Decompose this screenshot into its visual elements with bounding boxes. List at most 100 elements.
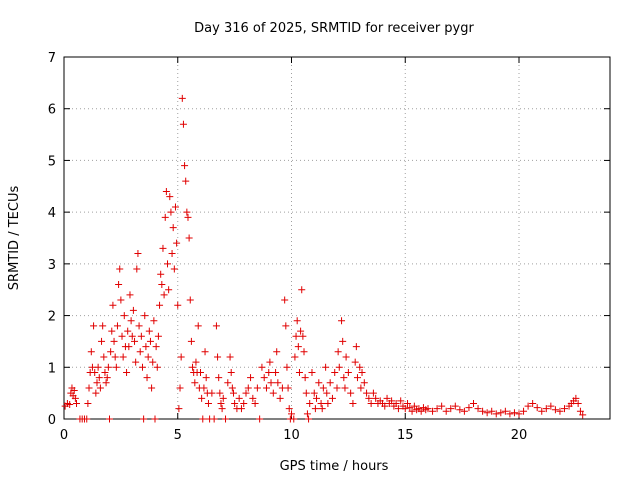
data-point bbox=[357, 384, 365, 392]
data-point bbox=[310, 389, 318, 397]
data-point bbox=[128, 332, 136, 340]
plot-frame bbox=[63, 56, 611, 420]
data-point bbox=[334, 348, 342, 356]
data-point bbox=[311, 405, 319, 413]
data-point bbox=[372, 394, 380, 402]
data-point bbox=[299, 332, 307, 340]
data-point bbox=[408, 407, 416, 415]
data-point bbox=[288, 410, 295, 418]
data-point bbox=[167, 208, 175, 216]
data-point bbox=[260, 374, 268, 382]
data-point bbox=[66, 401, 74, 409]
y-tick-label: 2 bbox=[48, 310, 56, 325]
data-point bbox=[317, 399, 325, 407]
data-point bbox=[417, 407, 425, 415]
data-point bbox=[182, 177, 190, 185]
data-point bbox=[176, 384, 184, 392]
data-point bbox=[383, 394, 391, 402]
data-point bbox=[318, 405, 326, 413]
data-point bbox=[151, 415, 159, 423]
data-point bbox=[294, 343, 302, 351]
data-point bbox=[342, 353, 350, 361]
data-point bbox=[397, 397, 405, 405]
data-point bbox=[474, 405, 482, 413]
data-point bbox=[344, 368, 352, 376]
data-point bbox=[129, 306, 137, 314]
data-point bbox=[298, 286, 306, 294]
data-point bbox=[228, 384, 236, 392]
data-point bbox=[212, 322, 220, 330]
data-point bbox=[169, 224, 177, 232]
data-point bbox=[501, 407, 509, 415]
data-point bbox=[322, 363, 330, 371]
data-point bbox=[262, 384, 270, 392]
data-point bbox=[101, 368, 109, 376]
data-point bbox=[290, 415, 298, 423]
y-tick-label: 0 bbox=[48, 413, 56, 428]
data-point bbox=[215, 374, 223, 382]
data-point bbox=[247, 374, 255, 382]
data-point bbox=[520, 407, 528, 415]
data-point bbox=[542, 405, 550, 413]
data-point bbox=[282, 322, 290, 330]
data-point bbox=[143, 374, 151, 382]
data-point bbox=[394, 405, 402, 413]
data-point bbox=[125, 343, 133, 351]
x-tick-label: 10 bbox=[283, 428, 300, 443]
data-point bbox=[442, 407, 450, 415]
data-point bbox=[492, 410, 500, 418]
y-tick-label: 4 bbox=[48, 206, 56, 221]
data-point bbox=[404, 399, 412, 407]
data-point bbox=[150, 317, 158, 325]
data-point bbox=[179, 120, 187, 128]
data-point bbox=[145, 327, 153, 335]
y-tick-label: 3 bbox=[48, 258, 56, 273]
data-point bbox=[326, 379, 334, 387]
data-point bbox=[91, 368, 99, 376]
data-point bbox=[153, 363, 161, 371]
data-point bbox=[229, 389, 237, 397]
data-point bbox=[349, 399, 357, 407]
data-point bbox=[216, 389, 224, 397]
data-point bbox=[323, 389, 331, 397]
data-point bbox=[579, 411, 587, 419]
data-point bbox=[166, 193, 174, 201]
data-point bbox=[149, 358, 157, 366]
data-point bbox=[331, 368, 339, 376]
data-point bbox=[107, 348, 115, 356]
data-point bbox=[134, 250, 142, 258]
data-point bbox=[276, 394, 284, 402]
data-point bbox=[244, 384, 252, 392]
data-point bbox=[267, 379, 275, 387]
data-point bbox=[204, 399, 212, 407]
data-point bbox=[184, 213, 192, 221]
data-point bbox=[381, 402, 389, 410]
data-point bbox=[116, 265, 124, 273]
data-point bbox=[127, 317, 135, 325]
data-point bbox=[119, 353, 127, 361]
data-point bbox=[214, 353, 222, 361]
data-point bbox=[95, 374, 103, 382]
data-point bbox=[144, 353, 152, 361]
data-point bbox=[451, 402, 459, 410]
data-point bbox=[90, 322, 98, 330]
data-point bbox=[113, 322, 121, 330]
data-point bbox=[266, 358, 274, 366]
data-point bbox=[240, 399, 248, 407]
data-point bbox=[347, 389, 355, 397]
data-point bbox=[470, 399, 477, 407]
data-point bbox=[174, 301, 182, 309]
data-point bbox=[123, 368, 131, 376]
data-point bbox=[302, 389, 310, 397]
data-point bbox=[154, 332, 162, 340]
data-point bbox=[111, 353, 119, 361]
data-point bbox=[170, 265, 178, 273]
data-point bbox=[126, 291, 134, 299]
data-point bbox=[352, 343, 360, 351]
data-point bbox=[283, 363, 291, 371]
x-tick-label: 15 bbox=[397, 428, 414, 443]
data-point bbox=[102, 379, 110, 387]
data-point bbox=[231, 399, 239, 407]
data-point bbox=[333, 384, 341, 392]
